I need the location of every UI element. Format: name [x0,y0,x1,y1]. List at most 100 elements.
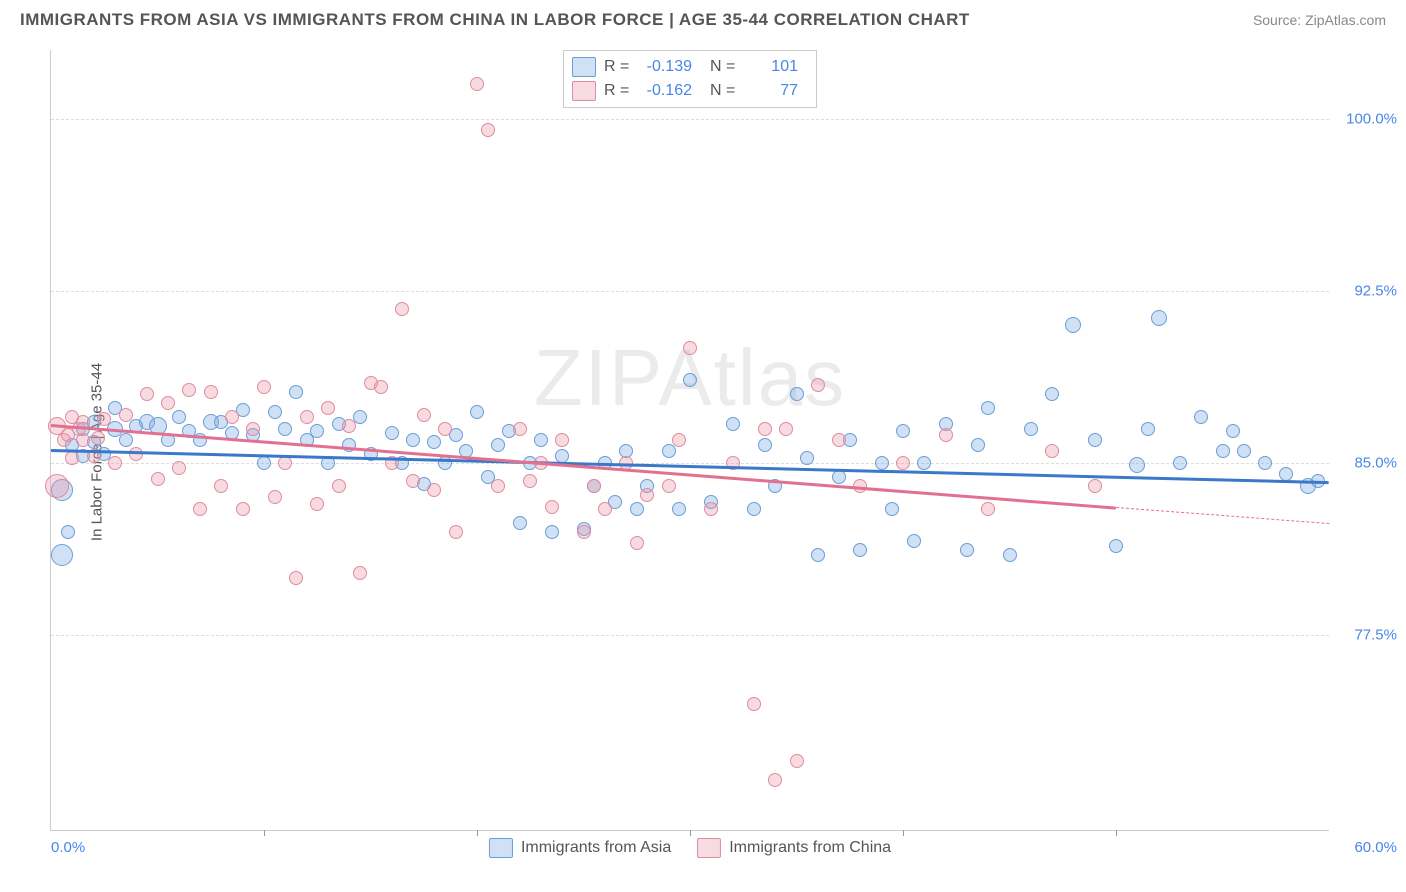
data-point [193,502,207,516]
data-point [491,438,505,452]
data-point [545,525,559,539]
legend-row: R = -0.162 N = 77 [572,79,808,103]
legend-r-label: R = [604,82,634,100]
legend-r-value: -0.162 [642,82,692,100]
data-point [417,408,431,422]
data-point [1045,387,1059,401]
data-point [534,433,548,447]
data-point [960,543,974,557]
data-point [907,534,921,548]
data-point [321,401,335,415]
data-point [406,433,420,447]
data-point [853,543,867,557]
data-point [61,525,75,539]
data-point [747,502,761,516]
legend-swatch [572,57,596,77]
data-point [640,488,654,502]
data-point [204,385,218,399]
data-point [587,479,601,493]
x-tick-label-max: 60.0% [1337,839,1397,856]
data-point [1151,310,1167,326]
x-tick-mark [1116,830,1117,836]
data-point [1129,457,1145,473]
data-point [406,474,420,488]
data-point [630,502,644,516]
data-point [91,431,105,445]
data-point [76,433,90,447]
data-point [683,341,697,355]
data-point [470,77,484,91]
data-point [1226,424,1240,438]
data-point [97,412,111,426]
data-point [747,697,761,711]
data-point [523,474,537,488]
data-point [885,502,899,516]
series-name: Immigrants from China [729,839,891,857]
data-point [555,433,569,447]
data-point [726,417,740,431]
legend-r-label: R = [604,58,634,76]
data-point [140,387,154,401]
data-point [790,754,804,768]
data-point [257,456,271,470]
series-name: Immigrants from Asia [521,839,671,857]
data-point [811,378,825,392]
data-point [172,461,186,475]
data-point [470,405,484,419]
legend-n-label: N = [710,82,740,100]
gridline-h [51,119,1329,120]
data-point [1109,539,1123,553]
x-tick-label-min: 0.0% [51,839,85,856]
data-point [917,456,931,470]
data-point [289,571,303,585]
x-tick-mark [477,830,478,836]
data-point [598,502,612,516]
trend-line [51,424,1116,510]
data-point [758,438,772,452]
data-point [768,773,782,787]
data-point [1045,444,1059,458]
data-point [513,516,527,530]
gridline-h [51,635,1329,636]
legend-row: R =-0.139N =101 [572,55,808,79]
data-point [395,302,409,316]
legend-n-value: 101 [748,58,798,76]
legend-swatch [489,838,513,858]
y-tick-label: 77.5% [1337,627,1397,644]
data-point [875,456,889,470]
data-point [758,422,772,436]
data-point [662,444,676,458]
legend-swatch [572,81,596,101]
data-point [971,438,985,452]
data-point [257,380,271,394]
trend-line [1116,507,1329,524]
data-point [545,500,559,514]
legend-n-value: 77 [748,82,798,100]
data-point [385,426,399,440]
data-point [1173,456,1187,470]
data-point [662,479,676,493]
data-point [300,410,314,424]
data-point [1088,433,1102,447]
data-point [981,401,995,415]
data-point [832,433,846,447]
legend-swatch [697,838,721,858]
data-point [151,472,165,486]
data-point [449,525,463,539]
correlation-legend: R =-0.139N =101R =-0.162N =77 [563,50,817,108]
data-point [353,566,367,580]
data-point [119,408,133,422]
data-point [896,424,910,438]
data-point [268,490,282,504]
data-point [182,383,196,397]
chart-title: IMMIGRANTS FROM ASIA VS IMMIGRANTS FROM … [20,10,970,30]
data-point [1258,456,1272,470]
data-point [438,422,452,436]
data-point [310,424,324,438]
data-point [342,419,356,433]
x-tick-mark [903,830,904,836]
data-point [310,497,324,511]
data-point [214,479,228,493]
y-tick-label: 85.0% [1337,454,1397,471]
chart-area: In Labor Force | Age 35-44 ZIPAtlas R =-… [0,42,1406,862]
